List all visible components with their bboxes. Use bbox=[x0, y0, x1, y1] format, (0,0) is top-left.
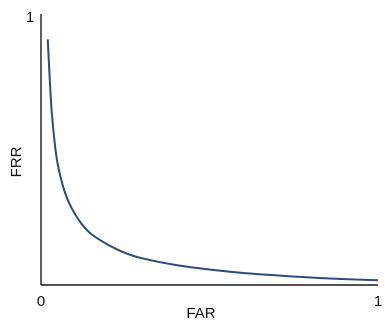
x-axis-label: FAR bbox=[186, 305, 215, 322]
x-tick-label-end: 1 bbox=[374, 293, 382, 310]
y-axis-label: FRR bbox=[8, 146, 25, 177]
x-tick-label-start: 0 bbox=[37, 293, 45, 310]
series-line bbox=[46, 39, 379, 282]
y-tick-label-top: 1 bbox=[26, 9, 34, 26]
